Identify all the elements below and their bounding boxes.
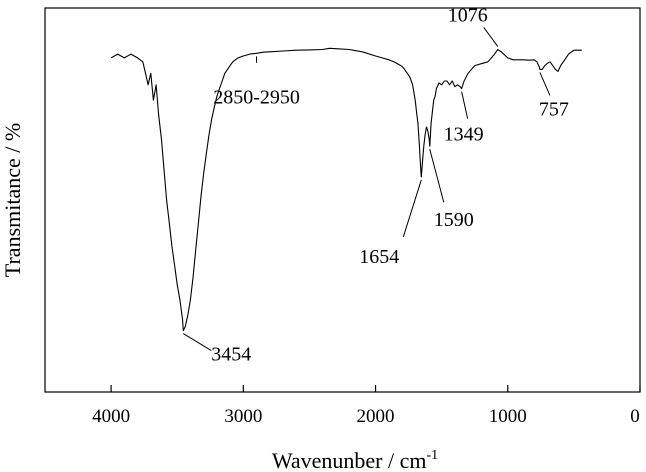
x-axis-ticks	[110, 385, 641, 392]
series-line	[110, 47, 582, 332]
annotation-label: 757	[539, 98, 569, 120]
x-axis-title-superscript: -1	[426, 448, 438, 463]
x-axis-tick-labels: 4000 3000 2000 1000 0	[92, 406, 640, 427]
annotation-label: 1654	[359, 246, 399, 268]
x-tick-label: 3000	[224, 406, 262, 427]
annotation-leader	[483, 27, 499, 47]
y-axis-title: Transmitance / %	[0, 123, 25, 277]
annotation-label: 2850-2950	[213, 86, 300, 108]
x-tick-label: 4000	[92, 406, 130, 427]
annotation-label: 1349	[444, 124, 484, 146]
annotation-leader	[539, 72, 551, 96]
plot-frame	[44, 7, 641, 393]
x-tick-label: 0	[630, 406, 640, 427]
annotation-leader	[402, 179, 422, 238]
x-axis-title: Wavenunber / cm-1	[272, 448, 438, 472]
annotation-label: 1076	[448, 4, 488, 26]
x-axis-title-text: Wavenunber / cm	[272, 448, 427, 472]
annotation-label: 3454	[211, 344, 251, 366]
x-tick-label: 1000	[489, 406, 527, 427]
annotation-leader	[429, 149, 445, 203]
x-tick-label: 2000	[357, 406, 395, 427]
annotation-leader	[461, 91, 469, 119]
annotation-label: 1590	[434, 209, 474, 231]
annotation-leader	[183, 333, 212, 351]
peak-annotations: 3454 2850-2950 1654 1590 1349 1076 757	[183, 4, 569, 366]
